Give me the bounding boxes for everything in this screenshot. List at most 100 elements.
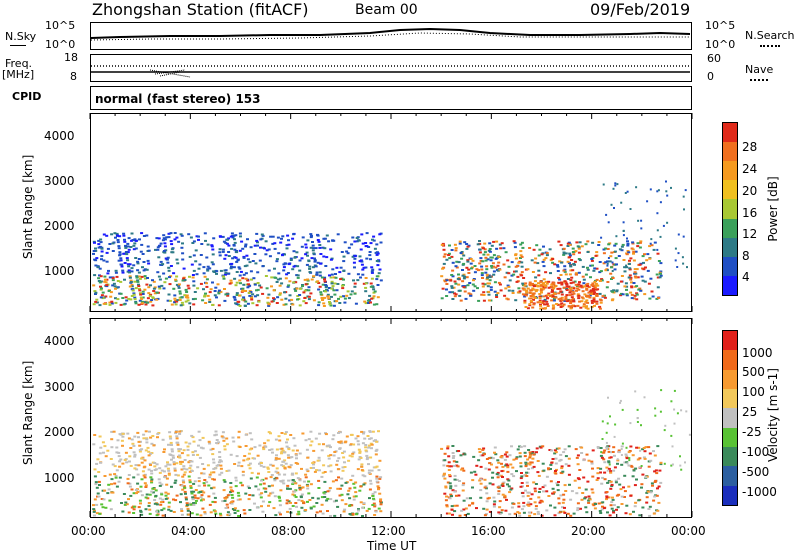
power-cell	[493, 281, 497, 284]
power-cell	[599, 301, 603, 304]
velocity-cell	[181, 488, 185, 491]
velocity-cell	[282, 460, 285, 463]
power-cell	[210, 261, 214, 264]
power-cell	[590, 258, 594, 260]
velocity-cell	[167, 501, 171, 504]
velocity-cell	[506, 464, 510, 467]
velocity-cell	[298, 487, 302, 489]
velocity-cell	[493, 500, 497, 503]
power-cell	[233, 238, 236, 241]
power-cell	[492, 270, 496, 273]
power-cell	[615, 290, 619, 293]
velocity-cell	[492, 496, 496, 499]
power-cell	[560, 281, 563, 284]
velocity-cell	[132, 512, 136, 514]
power-cell	[521, 293, 525, 296]
power-cell	[562, 247, 566, 250]
velocity-cell	[640, 483, 644, 486]
velocity-cell	[371, 430, 375, 433]
velocity-cell	[239, 481, 243, 484]
velocity-cell	[294, 454, 298, 457]
power-cell	[197, 238, 200, 241]
power-cell	[518, 290, 522, 293]
power-cell	[141, 302, 145, 305]
velocity-cell	[648, 505, 652, 508]
velocity-cell	[214, 512, 218, 515]
velocity-cell	[609, 415, 611, 418]
velocity-cell	[115, 451, 119, 454]
power-cell	[94, 247, 97, 250]
power-cell	[565, 285, 569, 288]
velocity-cell	[463, 453, 467, 456]
velocity-cell	[212, 492, 216, 495]
velocity-cell	[221, 431, 225, 434]
velocity-cell	[132, 508, 136, 511]
power-cell	[263, 247, 266, 250]
velocity-cell	[612, 446, 616, 449]
velocity-cell	[362, 502, 366, 505]
power-cell	[588, 294, 592, 297]
velocity-cell	[620, 448, 623, 450]
power-cell	[483, 248, 487, 251]
velocity-cell	[627, 464, 631, 467]
velocity-cell	[519, 485, 523, 488]
velocity-cell	[116, 439, 120, 442]
power-cell	[630, 293, 634, 296]
power-cell	[628, 268, 632, 271]
velocity-cell	[620, 503, 624, 505]
velocity-cell	[610, 501, 614, 504]
velocity-cell	[98, 512, 102, 515]
power-cell	[551, 293, 555, 296]
power-cell	[577, 251, 581, 254]
power-cell	[574, 272, 578, 275]
power-cell	[251, 302, 255, 305]
power-cell	[110, 302, 114, 305]
velocity-cell	[148, 430, 151, 433]
velocity-cell	[122, 493, 126, 495]
power-cell	[99, 241, 103, 244]
velocity-cell	[231, 436, 235, 439]
velocity-cell	[200, 472, 204, 475]
velocity-cell	[93, 498, 97, 501]
power-cell	[656, 248, 659, 251]
power-cell	[575, 241, 579, 244]
velocity-cell	[332, 434, 336, 437]
velocity-cell	[212, 458, 215, 461]
velocity-cell	[228, 513, 232, 516]
power-cell	[602, 248, 606, 251]
velocity-cell	[442, 473, 446, 476]
power-cell	[643, 253, 646, 256]
power-cell	[534, 257, 538, 260]
velocity-cell	[127, 474, 131, 476]
power-cell	[100, 287, 103, 290]
velocity-cell	[628, 459, 631, 462]
power-cell	[258, 284, 262, 287]
power-cell	[146, 277, 149, 279]
velocity-cell	[360, 465, 364, 468]
power-cell	[593, 267, 597, 270]
velocity-cell	[146, 497, 150, 500]
power-cell	[529, 297, 533, 300]
power-cell	[238, 232, 242, 235]
velocity-cell	[637, 446, 641, 449]
velocity-cell	[654, 469, 658, 472]
power-cell	[590, 305, 594, 308]
power-cell	[138, 299, 142, 302]
velocity-cell	[266, 439, 270, 442]
power-cell	[492, 273, 496, 276]
power-cell	[369, 301, 372, 304]
velocity-cell	[647, 446, 651, 449]
velocity-cell	[503, 496, 507, 499]
colorbar-swatch	[723, 161, 737, 181]
power-cell	[365, 232, 369, 235]
power-cell	[279, 241, 283, 244]
power-cell	[681, 256, 684, 259]
power-cell	[570, 287, 573, 290]
power-cell	[98, 304, 102, 307]
power-cell	[333, 293, 337, 296]
power-cell	[136, 260, 140, 263]
power-cell	[586, 301, 590, 304]
velocity-cell	[520, 508, 524, 511]
power-cell	[120, 263, 124, 266]
power-cell	[632, 251, 636, 253]
